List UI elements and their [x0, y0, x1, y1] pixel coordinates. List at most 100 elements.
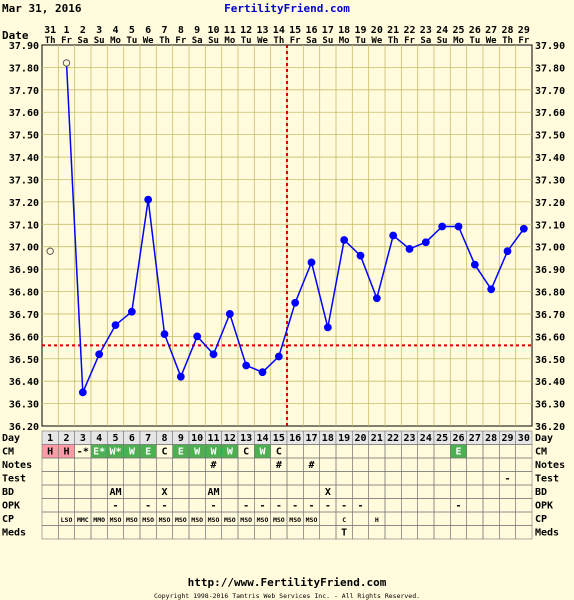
cm-value: C — [161, 447, 167, 458]
day-row-label-right: Day — [535, 433, 553, 444]
cm-value: W* — [109, 447, 121, 458]
weekday-label: Fr — [518, 36, 529, 46]
y-tick-label-right: 36.50 — [535, 355, 565, 366]
temperature-point — [487, 285, 496, 294]
cp-value: MSO — [191, 516, 203, 524]
y-tick-label-right: 36.30 — [535, 400, 565, 411]
temperature-point — [209, 350, 218, 359]
day-value: 12 — [224, 433, 236, 444]
footer-url: http://www.FertilityFriend.com — [188, 576, 387, 589]
temperature-point — [438, 222, 447, 231]
weekday-label: Tu — [355, 36, 366, 46]
temperature-point — [405, 245, 414, 253]
y-tick-label-left: 36.90 — [9, 265, 39, 276]
cm-value: C — [276, 447, 282, 458]
weekday-label: Mo — [453, 36, 464, 46]
date-number: 17 — [322, 25, 334, 36]
weekday-label: Th — [273, 36, 284, 46]
weekday-label: We — [371, 36, 382, 46]
y-tick-label-right: 37.20 — [535, 198, 565, 209]
weekday-label: Th — [388, 36, 399, 46]
bd-row-label-right: BD — [535, 487, 547, 498]
day-value: 11 — [207, 433, 219, 444]
weekday-label: Mo — [110, 36, 121, 46]
temperature-point — [193, 332, 202, 341]
date-number: 19 — [354, 25, 366, 36]
opk-row-label-right: OPK — [535, 501, 553, 512]
cp-value: MSO — [273, 516, 285, 524]
y-tick-label-left: 36.50 — [9, 355, 39, 366]
cm-value: W — [210, 447, 217, 458]
weekday-label: Mo — [224, 36, 235, 46]
date-number: 21 — [387, 25, 399, 36]
y-tick-label-right: 37.60 — [535, 108, 565, 119]
temperature-point — [62, 59, 71, 67]
temperature-point — [519, 224, 528, 233]
weekday-label: Sa — [420, 36, 431, 46]
y-tick-label-left: 37.10 — [9, 220, 39, 231]
date-number: 13 — [256, 25, 268, 36]
grid — [41, 44, 533, 427]
day-value: 19 — [338, 433, 350, 444]
weekday-label: We — [143, 36, 154, 46]
weekday-label: Fr — [404, 36, 415, 46]
weekday-label: Fr — [290, 36, 301, 46]
opk-value: - — [341, 501, 347, 512]
weekday-label: Su — [208, 36, 219, 46]
weekday-label: Fr — [175, 36, 186, 46]
day-value: 15 — [273, 433, 285, 444]
notes-row-label-left: Notes — [2, 460, 32, 471]
temperature-series — [46, 59, 528, 397]
date-number: 5 — [129, 25, 135, 36]
y-tick-label-left: 36.60 — [9, 332, 39, 343]
date-number: 6 — [145, 25, 151, 36]
date-number: 25 — [452, 25, 464, 36]
temperature-point — [454, 222, 463, 231]
meds-row-label-left: Meds — [2, 528, 26, 539]
y-tick-label-right: 36.40 — [535, 377, 565, 388]
date-number: 12 — [240, 25, 252, 36]
cp-value: C — [342, 516, 346, 524]
date-number: 15 — [289, 25, 301, 36]
date-number: 4 — [112, 25, 118, 36]
cp-value: MSO — [142, 516, 154, 524]
cp-value: MSO — [175, 516, 187, 524]
cm-value: H — [63, 447, 69, 458]
bd-value: X — [161, 487, 167, 498]
y-tick-label-right: 36.20 — [535, 422, 565, 433]
y-tick-label-left: 37.40 — [9, 153, 39, 164]
temperature-point — [258, 368, 267, 377]
cm-row-label-left: CM — [2, 447, 14, 458]
temperature-point — [127, 307, 136, 316]
date-number: 31 — [44, 25, 56, 36]
y-tick-label-right: 36.80 — [535, 288, 565, 299]
y-tick-label-left: 36.80 — [9, 288, 39, 299]
meds-value: T — [341, 528, 347, 539]
day-value: 2 — [63, 433, 69, 444]
temperature-point — [46, 247, 54, 255]
day-value: 24 — [420, 433, 432, 444]
y-tick-label-left: 37.30 — [9, 175, 39, 186]
cp-value: MSO — [306, 516, 318, 524]
test-value: - — [504, 474, 510, 485]
y-tick-label-right: 36.90 — [535, 265, 565, 276]
y-tick-label-left: 36.40 — [9, 377, 39, 388]
cp-value: MSO — [208, 516, 220, 524]
cm-value: E — [455, 447, 461, 458]
day-value: 9 — [178, 433, 184, 444]
weekday-label: Sa — [306, 36, 317, 46]
weekday-label: We — [486, 36, 497, 46]
opk-value: - — [292, 501, 298, 512]
weekday-label: Th — [502, 36, 513, 46]
date-number: 22 — [403, 25, 415, 36]
date-number: 10 — [207, 25, 219, 36]
date-number: 7 — [161, 25, 167, 36]
test-row-label-right: Test — [535, 474, 559, 485]
date-number: 3 — [96, 25, 102, 36]
opk-value: - — [308, 501, 314, 512]
date-number: 9 — [194, 25, 200, 36]
opk-value: - — [243, 501, 249, 512]
y-tick-label-left: 37.90 — [9, 41, 39, 52]
opk-value: - — [161, 501, 167, 512]
